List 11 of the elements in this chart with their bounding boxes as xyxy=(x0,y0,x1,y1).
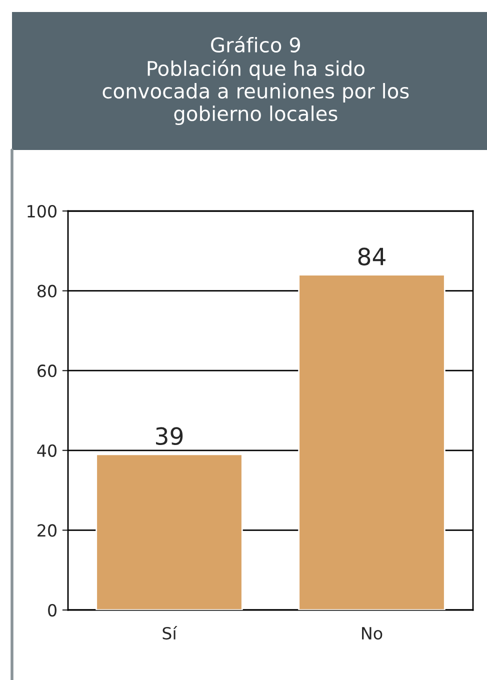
data-label: 39 xyxy=(156,427,183,446)
y-tick-label: 20 xyxy=(38,524,56,537)
y-tick-label: 0 xyxy=(48,604,56,617)
chart-title: Gráfico 9 Población que ha sido convocada a reuniones por los gobierno locales xyxy=(102,36,409,126)
y-tick-label: 60 xyxy=(38,364,56,378)
y-tick-label: 40 xyxy=(37,444,56,457)
x-tick-label: Sí xyxy=(162,626,178,640)
data-label: 84 xyxy=(358,248,386,266)
y-tick-label: 100 xyxy=(28,204,56,218)
x-tick-label: No xyxy=(362,627,382,640)
y-tick-label: 80 xyxy=(38,284,56,298)
